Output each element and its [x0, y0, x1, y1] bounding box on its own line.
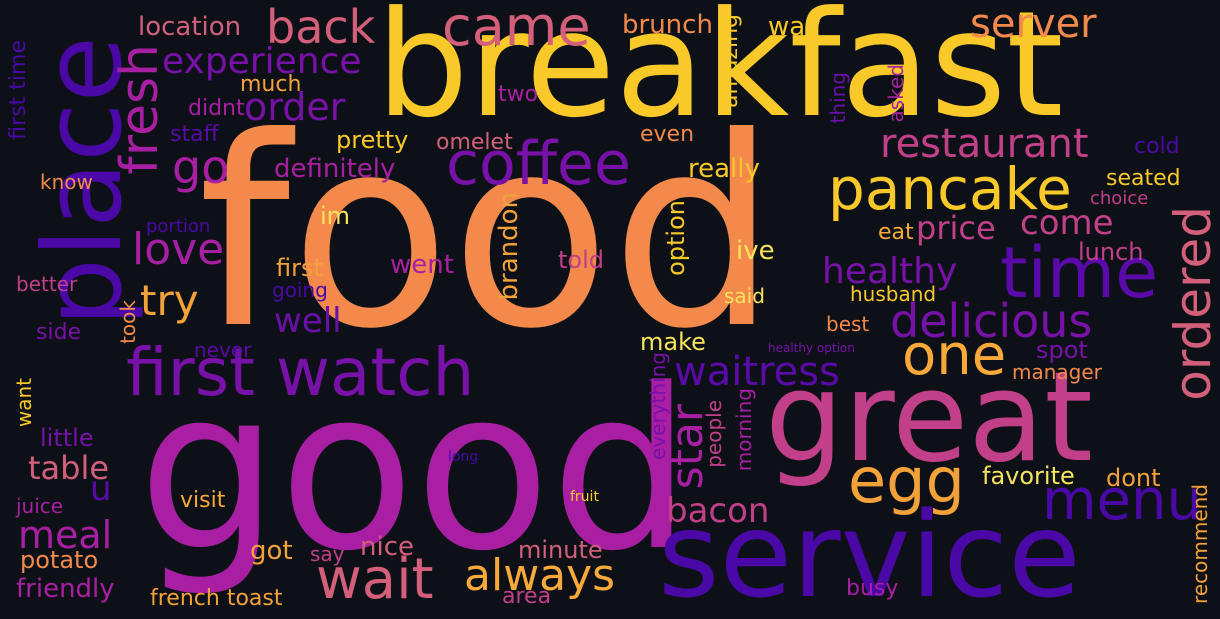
word-french-toast: french toast: [150, 586, 283, 611]
word-pancake: pancake: [828, 155, 1072, 223]
word-pretty: pretty: [336, 126, 409, 154]
word-healthy: healthy: [822, 251, 958, 292]
word-go: go: [172, 140, 230, 194]
word-first: first: [276, 254, 323, 282]
word-recommend: recommend: [1188, 484, 1212, 604]
word-menu: menu: [1042, 468, 1202, 533]
word-great: great: [765, 346, 1093, 490]
word-cold: cold: [1134, 134, 1180, 159]
word-seated: seated: [1106, 166, 1181, 191]
word-meal: meal: [18, 513, 113, 557]
word-nice: nice: [360, 532, 414, 562]
word-well: well: [274, 301, 342, 341]
word-ive: ive: [736, 236, 775, 266]
word-im: im: [320, 202, 351, 230]
word-know: know: [40, 170, 93, 194]
word-best: best: [826, 312, 870, 336]
word-first-watch: first watch: [126, 334, 475, 411]
word-choice: choice: [1090, 188, 1149, 209]
word-order: order: [244, 85, 346, 129]
word-price: price: [916, 209, 996, 247]
word-favorite: favorite: [982, 462, 1075, 490]
word-egg: egg: [848, 444, 965, 517]
word-really: really: [688, 154, 760, 184]
word-said: said: [724, 284, 765, 308]
word-even: even: [640, 122, 695, 147]
word-went: went: [390, 250, 454, 280]
word-amazing: amazing: [718, 14, 743, 108]
word-always: always: [464, 550, 616, 601]
word-eat: eat: [878, 220, 914, 245]
word-husband: husband: [850, 282, 937, 306]
word-definitely: definitely: [274, 154, 396, 184]
word-first-time: first time: [6, 40, 31, 140]
word-restaurant: restaurant: [880, 121, 1089, 167]
word-spot: spot: [1036, 336, 1088, 364]
word-came: came: [442, 0, 591, 58]
word-make: make: [640, 328, 706, 356]
word-busy: busy: [846, 576, 899, 601]
word-people: people: [702, 400, 726, 468]
word-server: server: [970, 1, 1097, 47]
word-delicious: delicious: [890, 294, 1093, 348]
word-good: good: [138, 342, 692, 600]
word-area: area: [502, 584, 552, 609]
word-location: location: [138, 12, 242, 42]
word-got: got: [250, 536, 293, 566]
word-ordered: ordered: [1164, 206, 1220, 401]
word-option: option: [662, 200, 690, 276]
word-brandon: brandon: [494, 192, 524, 301]
word-service: service: [658, 486, 1081, 619]
word-friendly: friendly: [16, 574, 115, 604]
word-took: took: [116, 300, 140, 344]
word-juice: juice: [16, 494, 64, 518]
word-try: try: [140, 276, 199, 325]
word-everything: everything: [646, 352, 670, 460]
word-asked: asked: [884, 64, 908, 123]
word-table: table: [28, 449, 110, 487]
word-manager: manager: [1012, 360, 1102, 384]
word-say: say: [310, 542, 345, 566]
word-better: better: [16, 272, 78, 296]
word-long: long: [448, 449, 479, 465]
word-time: time: [1000, 232, 1159, 314]
word-waitress: waitress: [674, 349, 840, 395]
word-brunch: brunch: [622, 10, 713, 40]
word-wait: wait: [316, 547, 434, 612]
word-staff: staff: [170, 122, 219, 147]
word-fresh: fresh: [110, 44, 170, 175]
word-dont: dont: [1106, 464, 1161, 492]
word-little: little: [40, 424, 94, 452]
word-love: love: [132, 224, 225, 275]
word-minute: minute: [518, 536, 603, 564]
word-portion: portion: [146, 216, 211, 237]
word-want: want: [12, 378, 36, 428]
word-bacon: bacon: [666, 491, 770, 531]
word-healthy-option: healthy option: [768, 341, 855, 355]
word-breakfast: breakfast: [376, 0, 1064, 150]
word-much: much: [240, 72, 302, 97]
word-potato: potato: [20, 546, 99, 574]
word-come: come: [1020, 203, 1114, 243]
word-omelet: omelet: [436, 130, 513, 155]
word-never: never: [194, 338, 252, 362]
word-told: told: [558, 246, 604, 274]
word-coffee: coffee: [446, 129, 631, 199]
word-back: back: [266, 0, 376, 54]
word-one: one: [902, 323, 1007, 388]
word-u: u: [90, 469, 112, 509]
word-food: food: [198, 81, 778, 386]
word-thing: thing: [826, 72, 850, 124]
word-two: two: [498, 82, 539, 107]
word-morning: morning: [732, 388, 756, 472]
word-visit: visit: [180, 488, 226, 513]
word-fruit: fruit: [570, 489, 599, 505]
word-experience: experience: [162, 41, 362, 82]
word-lunch: lunch: [1078, 238, 1144, 266]
word-didnt: didnt: [188, 96, 245, 121]
word-way: way: [768, 12, 821, 42]
word-going: going: [272, 278, 328, 302]
word-side: side: [36, 320, 82, 345]
